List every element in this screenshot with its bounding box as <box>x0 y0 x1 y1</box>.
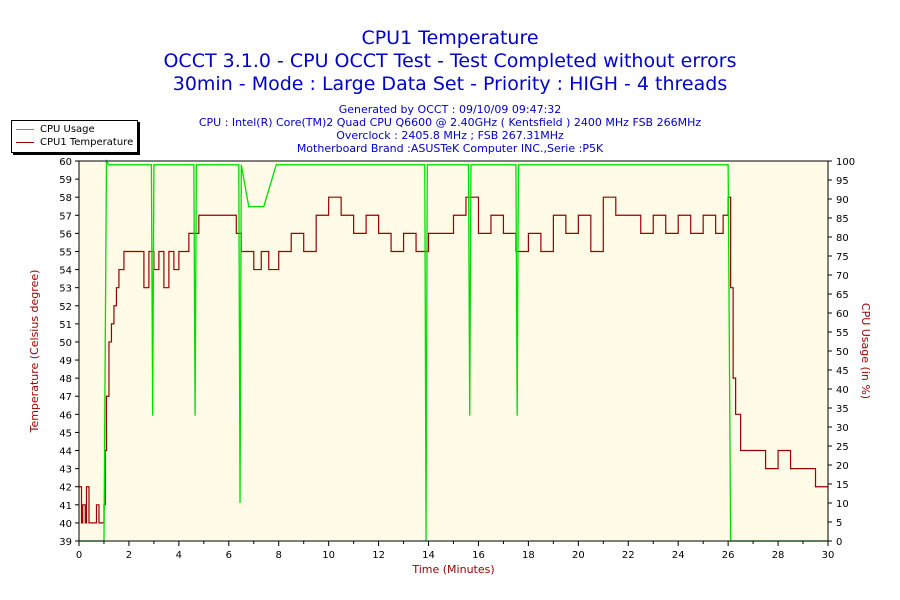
y-right-tick-label: 80 <box>836 233 849 244</box>
x-tick-label: 30 <box>822 550 835 561</box>
y-left-tick-label: 52 <box>59 302 72 313</box>
series-line-cpu1-temperature <box>79 196 828 524</box>
y-left-tick-label: 59 <box>59 175 72 186</box>
series-line-cpu-usage <box>79 158 828 542</box>
info-cpu: CPU : Intel(R) Core(TM)2 Quad CPU Q6600 … <box>198 116 702 129</box>
x-tick-label: 28 <box>772 550 785 561</box>
plot-border <box>78 160 829 542</box>
y-left-axis-label: Temperature (Celsius degree) <box>28 270 41 434</box>
x-tick-label: 6 <box>226 550 232 561</box>
y-right-tick-label: 5 <box>836 518 842 529</box>
chart-subtitle-mode: 30min - Mode : Large Data Set - Priority… <box>172 73 728 95</box>
y-right-tick-label: 70 <box>836 271 849 282</box>
y-right-tick-label: 35 <box>836 404 849 415</box>
y-left-tick-label: 60 <box>59 157 72 168</box>
x-tick-label: 18 <box>522 550 535 561</box>
x-tick-label: 20 <box>572 550 585 561</box>
y-left-tick-label: 46 <box>59 410 72 421</box>
y-right-tick-label: 55 <box>836 328 849 339</box>
info-overclock: Overclock : 2405.8 MHz ; FSB 267.31MHz <box>336 129 564 142</box>
x-tick-label: 8 <box>276 550 282 561</box>
y-left-tick-label: 50 <box>59 338 72 349</box>
y-left-tick-label: 55 <box>59 247 72 258</box>
legend-label-cpu1-temperature: CPU1 Temperature <box>40 137 134 148</box>
x-tick-label: 12 <box>372 550 385 561</box>
y-left-tick-label: 53 <box>59 284 72 295</box>
y-left-tick-label: 43 <box>59 465 72 476</box>
x-tick-label: 2 <box>126 550 132 561</box>
y-right-tick-label: 65 <box>836 290 849 301</box>
y-right-tick-label: 50 <box>836 347 849 358</box>
y-right-tick-label: 30 <box>836 423 849 434</box>
y-left-tick-label: 41 <box>59 501 72 512</box>
x-tick-label: 16 <box>472 550 485 561</box>
y-right-tick-label: 45 <box>836 366 849 377</box>
y-right-tick-label: 10 <box>836 499 849 510</box>
x-tick-label: 22 <box>622 550 635 561</box>
y-left-tick-label: 42 <box>59 483 72 494</box>
legend-swatch-cpu-usage <box>16 128 34 130</box>
x-tick-label: 26 <box>722 550 735 561</box>
y-right-tick-label: 100 <box>836 157 855 168</box>
y-right-tick-label: 75 <box>836 252 849 263</box>
y-left-tick-label: 54 <box>59 266 72 277</box>
legend-item-cpu1-temperature: CPU1 Temperature <box>16 136 133 149</box>
y-left-tick-label: 39 <box>59 537 72 548</box>
y-right-tick-label: 40 <box>836 385 849 396</box>
y-left-tick-label: 45 <box>59 428 72 439</box>
y-left-tick-label: 47 <box>59 392 72 403</box>
y-right-tick-label: 90 <box>836 195 849 206</box>
x-tick-label: 0 <box>76 550 82 561</box>
y-left-tick-label: 40 <box>59 519 72 530</box>
y-left-tick-label: 49 <box>59 356 72 367</box>
info-motherboard: Motherboard Brand :ASUSTeK Computer INC.… <box>296 142 604 155</box>
y-left-tick-label: 57 <box>59 211 72 222</box>
legend-label-cpu-usage: CPU Usage <box>40 124 95 135</box>
y-right-tick-label: 20 <box>836 461 849 472</box>
chart-title: CPU1 Temperature <box>361 27 539 49</box>
y-right-tick-label: 60 <box>836 309 849 320</box>
x-tick-label: 14 <box>422 550 435 561</box>
y-right-axis-label: CPU Usage (in %) <box>859 303 872 399</box>
y-right-tick-label: 0 <box>836 537 842 548</box>
x-axis-label: Time (Minutes) <box>411 563 494 576</box>
x-tick-label: 24 <box>672 550 685 561</box>
x-tick-label: 10 <box>322 550 335 561</box>
y-left-tick-label: 44 <box>59 447 72 458</box>
x-tick-label: 4 <box>176 550 182 561</box>
y-right-tick-label: 85 <box>836 214 849 225</box>
legend-item-cpu-usage: CPU Usage <box>16 123 95 136</box>
y-right-tick-label: 15 <box>836 480 849 491</box>
info-generated: Generated by OCCT : 09/10/09 09:47:32 <box>338 103 562 116</box>
chart-legend: CPU Usage CPU1 Temperature <box>11 120 138 153</box>
y-left-tick-label: 56 <box>59 229 72 240</box>
y-right-tick-label: 25 <box>836 442 849 453</box>
y-left-tick-label: 58 <box>59 193 72 204</box>
legend-swatch-cpu1-temperature <box>16 141 34 143</box>
y-right-tick-label: 95 <box>836 176 849 187</box>
chart-subtitle-test: OCCT 3.1.0 - CPU OCCT Test - Test Comple… <box>163 50 737 72</box>
y-left-tick-label: 48 <box>59 374 72 385</box>
y-left-tick-label: 51 <box>59 320 72 331</box>
